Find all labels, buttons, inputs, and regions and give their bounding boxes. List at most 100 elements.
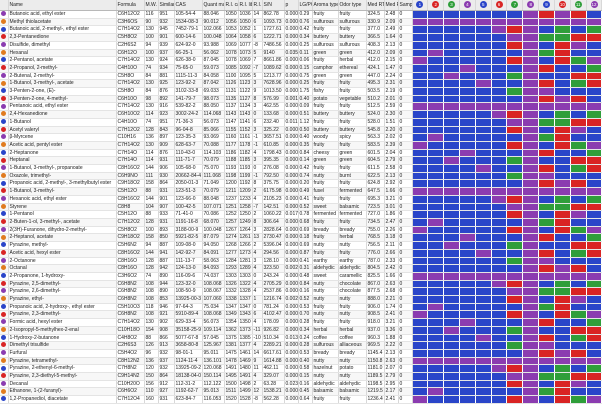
table-row[interactable]: 2-Pentanol, acetate C7H14O2 130 924 626-38-0… — [0, 56, 602, 65]
row-icon — [1, 296, 6, 302]
cell: 1193 — [224, 164, 239, 173]
cell: 1.88 — [384, 334, 399, 343]
table-row[interactable]: 1-Butanol C4H10O 74 951 71-36-3 56.073 1147 114… — [0, 118, 602, 127]
cell: 695.3 — [366, 195, 385, 204]
cell: 0.000 — [284, 303, 299, 312]
cell: 877.5 — [366, 287, 385, 296]
table-row[interactable]: Ethanone, 1-(2-furanyl)- C6H6O2 110 927 1192… — [0, 387, 602, 397]
cell: 144 — [144, 249, 159, 258]
table-row[interactable]: Propanoic acid, 2-methyl-, 3-methylbutyl… — [0, 179, 602, 189]
table-row[interactable]: Butanoic acid, 2-methyl-, ethyl ester C7H… — [0, 25, 602, 35]
heat-cell — [491, 226, 508, 235]
cell: 5 — [252, 72, 263, 81]
table-row[interactable]: Oxazole, trimethyl- C6H9NO 111 930 20662-84-… — [0, 172, 602, 181]
table-row[interactable]: 2-Octanone C8H16O 128 887 111-13-7 58.063 1284… — [0, 257, 602, 266]
table-row[interactable]: β-Myrcene C10H16 136 897 123-35-3 93.069 1160 1… — [0, 133, 602, 142]
heat-cell — [459, 195, 476, 204]
heat-cell — [522, 156, 540, 166]
table-row[interactable]: 1-Butanol, 3-methyl-, acetate C7H14O2 130 9… — [0, 79, 602, 89]
table-row[interactable]: Pentanoic acid, ethyl ester C7H14O2 130 916… — [0, 102, 602, 112]
table-row[interactable]: Acetyl valeryl C7H12O2 128 843 96-04-8 85.066… — [0, 126, 602, 135]
cell: C6H12O — [116, 49, 145, 58]
cell: fruity — [312, 10, 339, 19]
heat-cell — [586, 49, 602, 58]
table-row[interactable]: Pyrazine, 2,6-dimethyl- C6H8N2 108 890 108-5… — [0, 287, 602, 296]
table-row[interactable]: Pyrazine, 2-ethenyl-6-methyl- C7H8N2 120 93… — [0, 364, 602, 374]
cell: 111-13-7 — [174, 257, 203, 266]
heat-cell — [570, 310, 587, 320]
table-row[interactable]: Disulfide, dimethyl C2H6S2 94 939 624-92-0 93… — [0, 41, 602, 50]
table-row[interactable]: 1-Pentanol C5H12O 88 933 71-41-0 70.086 1252 12… — [0, 210, 602, 219]
cell: 75.034 — [202, 303, 225, 312]
table-row[interactable]: 1-Butanol, 3-methyl-, propanoate C8H16O2 1… — [0, 164, 602, 173]
table-row[interactable]: Pyrazine, 2,5-dimethyl- C6H8N2 108 944 123-3… — [0, 280, 602, 289]
heat-cell — [522, 102, 540, 112]
table-row[interactable]: Acetic acid, pentyl ester C7H14O2 130 909 62… — [0, 141, 602, 150]
heat-cell — [570, 349, 587, 358]
table-row[interactable]: 2,4-Hexanedione C6H10O2 114 923 3002-24-2 114… — [0, 110, 602, 119]
table-row[interactable]: 1-Butanol, 3-methyl- C5H12O 88 931 123-51-3 7… — [0, 187, 602, 196]
heat-cell — [412, 387, 429, 397]
table-row[interactable]: 2-Heptanone C7H14O 114 876 110-43-0 114.103 11… — [0, 149, 602, 158]
table-row[interactable]: 3-Penten-2-one, 4-methyl- C6H10O 98 892 141-… — [0, 95, 602, 104]
cell: 2.92 — [384, 179, 399, 189]
table-row[interactable]: 1-Hydroxy-2-butanone C4H8O2 88 866 5077-67-8… — [0, 334, 602, 343]
table-row[interactable]: Pyrazine, methyl- C5H6N2 94 887 109-08-0 94.0… — [0, 241, 602, 250]
heat-cell — [522, 203, 540, 212]
heat-cell — [491, 187, 508, 196]
table-row[interactable]: 2,3-Pentanedione C5H8O2 100 901 600-14-6 100.… — [0, 33, 602, 42]
heat-cell — [427, 303, 445, 312]
heat-cell — [427, 280, 445, 289]
heat-cell — [427, 226, 445, 235]
table-row[interactable]: 2-Isopropyl-5-methylhex-2-enal C10H18O 154… — [0, 326, 602, 335]
table-row[interactable]: Methyl thiolacetate C3H6OS 90 932 1534-08-3 9… — [0, 18, 602, 27]
table-row[interactable]: 2-Propanone, 1-hydroxy- C3H6O2 74 890 116-09… — [0, 272, 602, 281]
cell: 71-41-0 — [174, 210, 203, 219]
table-row[interactable]: 2-Buten-1-ol, 3-methyl-, acetate C7H12O2 1… — [0, 218, 602, 227]
table-row[interactable]: Styrene C8H8 104 907 100-42-5 107.071 1251 1258… — [0, 203, 602, 212]
table-row[interactable]: Pyrazine, ethyl- C6H8N2 108 853 13925-00-3 10… — [0, 295, 602, 304]
cell: 1.75 — [298, 87, 313, 96]
table-row[interactable]: Formic acid, hexyl ester C7H14O2 130 902 629… — [0, 318, 602, 327]
table-row[interactable]: Pyrazine, 2,3-dimethyl- C6H8N2 108 921 5910-… — [0, 310, 602, 320]
cell: 951 — [158, 10, 175, 19]
table-row[interactable]: Furfural C5H4O2 96 932 98-01-1 95.011 1475 1461… — [0, 349, 602, 358]
cell: 1100 — [224, 72, 239, 81]
cell: 843 — [158, 126, 175, 135]
table-row[interactable]: 2-Butenal, 2-methyl- C5H8O 84 881 1115-11-3 8… — [0, 72, 602, 81]
table-row[interactable]: Decanal C10H20O 156 912 112-31-2 112.122 1500 1… — [0, 380, 602, 389]
cell: 2(3H)-Furanone, dihydro-2-methyl- — [8, 226, 117, 235]
table-row[interactable]: Propanoic acid, 2-hydroxy-, ethyl ester C… — [0, 303, 602, 312]
cell: 2.01 — [384, 95, 399, 104]
table-row[interactable]: Heptanal C7H14O 114 931 111-71-7 70.079 1188 11… — [0, 156, 602, 166]
cell: 2-Heptanone — [8, 149, 117, 158]
cell: 3 — [252, 126, 263, 135]
cell: 136 — [144, 133, 159, 142]
table-row[interactable]: 3-Penten-2-one, (E)- C5H8O 84 876 3102-33-8 6… — [0, 87, 602, 96]
table-row[interactable]: 1,2-Propanediol, diacetate C7H12O4 160 931 6… — [0, 395, 602, 404]
table-row[interactable]: 2-Heptanol, acetate C9H18O2 158 850 5921-82-… — [0, 233, 602, 243]
table-row[interactable]: Hexanal C6H12O 100 937 66-25-1 56.062 1078 1073… — [0, 49, 602, 58]
row-icon-cell — [0, 56, 9, 65]
row-icon-cell — [0, 349, 9, 358]
table-row[interactable]: Butanoic acid, ethyl ester C6H12O2 116 951 1… — [0, 10, 602, 19]
heat-cell — [475, 25, 492, 35]
table-row[interactable]: 2(3H)-Furanone, dihydro-2-methyl- C5H8O2 1… — [0, 226, 602, 235]
row-icon — [1, 72, 6, 78]
table-row[interactable]: Octanal C8H16O 128 942 124-13-0 84.093 1293 128… — [0, 264, 602, 273]
heat-cell — [412, 249, 429, 258]
table-row[interactable]: 2-Propanol, 2-methyl- C4H10O 74 934 75-65-0 5… — [0, 64, 602, 73]
cell: 2.20 — [384, 126, 399, 135]
row-icon-cell — [0, 287, 9, 296]
table-row[interactable]: Acetic acid, hexyl ester C8H16O2 144 941 142… — [0, 249, 602, 258]
table-row[interactable]: Dimethyl trisulfide C2H6S3 126 913 3658-80-8… — [0, 341, 602, 350]
table-row[interactable]: Pyrazine, tetramethyl- C8H12N2 136 937 1124-… — [0, 357, 602, 366]
table-row[interactable]: Hexanoic acid, ethyl ester C8H16O2 144 901 1… — [0, 195, 602, 204]
cell: 2.39 — [384, 141, 399, 150]
cell: 0.84 — [298, 280, 313, 289]
table-row[interactable]: Pyrazine, 2,3-diethyl-5-methyl- C9H14N2 15… — [0, 372, 602, 381]
heat-cell — [427, 133, 445, 142]
cell: 0.52 — [298, 295, 313, 304]
cell: 2,3-Pentanedione — [8, 33, 117, 42]
cell: 876 — [158, 87, 175, 96]
